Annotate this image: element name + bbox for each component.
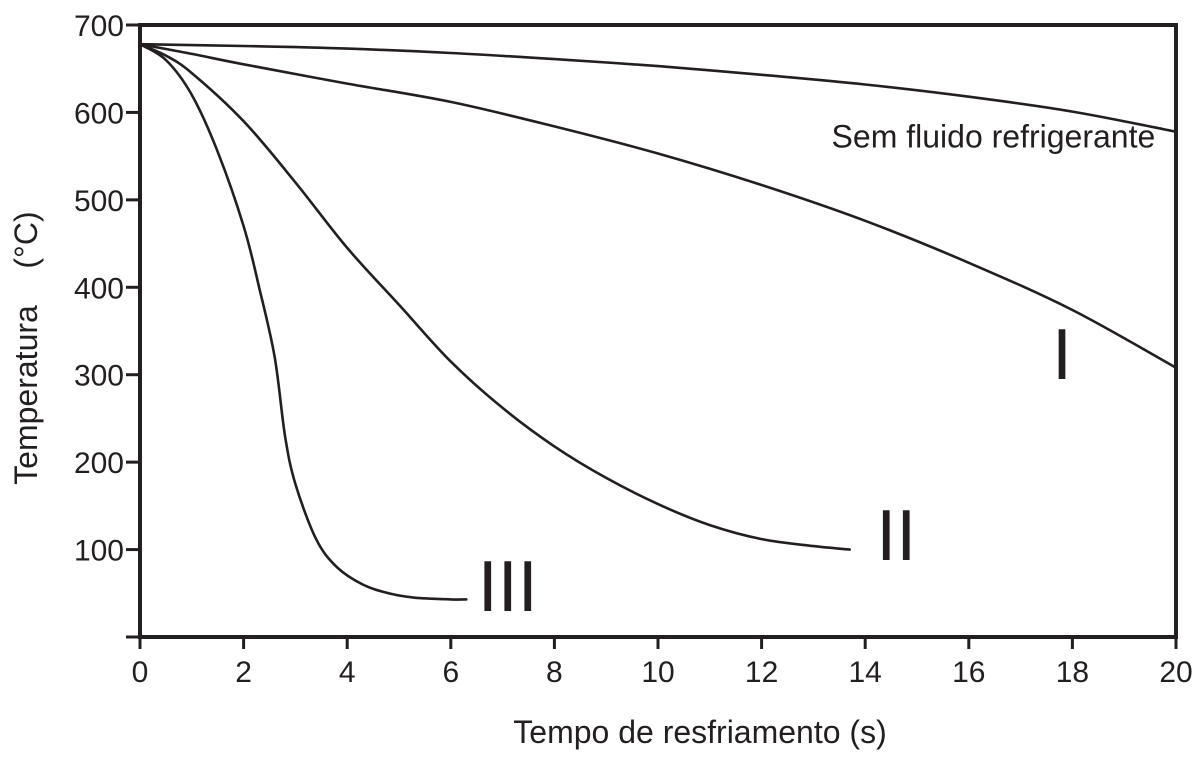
y-axis: 100 200 300 400 500 600 700 bbox=[74, 10, 140, 639]
x-tick-label: 2 bbox=[235, 656, 252, 689]
y-tick-label: 100 bbox=[74, 535, 124, 568]
x-tick-label: 16 bbox=[952, 656, 985, 689]
x-tick-label: 18 bbox=[1056, 656, 1089, 689]
curve-label: II bbox=[876, 496, 916, 576]
y-tick-label: 400 bbox=[74, 272, 124, 305]
curve-ii bbox=[138, 42, 851, 551]
curve-sem-fluido bbox=[138, 42, 1178, 133]
x-tick-label: 20 bbox=[1159, 656, 1192, 689]
x-tick-label: 0 bbox=[132, 656, 149, 689]
curve-label: III bbox=[478, 547, 538, 627]
x-tick-label: 6 bbox=[442, 656, 459, 689]
x-axis: 0 2 4 6 8 10 12 14 16 18 20 bbox=[132, 637, 1193, 689]
x-tick-label: 8 bbox=[546, 656, 563, 689]
curve-i bbox=[138, 42, 1178, 369]
y-tick-label: 500 bbox=[74, 185, 124, 218]
curve-label: Sem fluido refrigerante bbox=[832, 118, 1156, 154]
y-tick-label: 300 bbox=[74, 360, 124, 393]
x-tick-label: 14 bbox=[849, 656, 882, 689]
y-tick-label: 600 bbox=[74, 97, 124, 130]
y-axis-title-main: Temperatura bbox=[8, 305, 44, 485]
x-tick-label: 10 bbox=[641, 656, 674, 689]
curve-label: I bbox=[1052, 315, 1072, 395]
y-axis-title: Temperatura (°C) bbox=[8, 211, 44, 484]
y-tick-label: 200 bbox=[74, 447, 124, 480]
y-tick-label: 700 bbox=[74, 10, 124, 43]
plot-frame bbox=[138, 23, 1178, 639]
curve-iii bbox=[138, 42, 468, 601]
x-tick-label: 4 bbox=[339, 656, 356, 689]
x-axis-title: Tempo de resfriamento (s) bbox=[513, 714, 886, 750]
x-tick-label: 12 bbox=[745, 656, 778, 689]
y-axis-title-unit: (°C) bbox=[8, 211, 44, 268]
series-lines bbox=[138, 42, 1178, 601]
